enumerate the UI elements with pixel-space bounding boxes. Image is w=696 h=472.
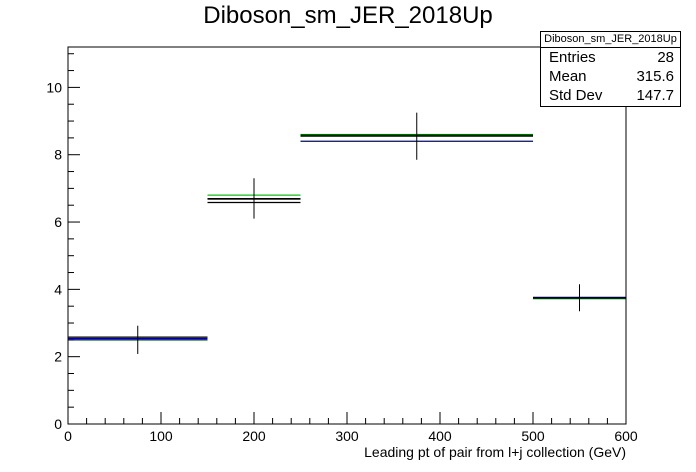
chart-title: Diboson_sm_JER_2018Up <box>203 2 493 29</box>
stats-row-mean: Mean 315.6 <box>541 67 680 86</box>
x-tick-label: 500 <box>521 428 545 444</box>
x-tick-label: 0 <box>64 428 72 444</box>
y-tick-label: 4 <box>54 281 62 297</box>
stats-row-entries: Entries 28 <box>541 48 680 67</box>
y-tick-label: 6 <box>54 214 62 230</box>
y-tick-label: 10 <box>46 79 62 95</box>
x-tick-label: 100 <box>149 428 173 444</box>
stats-value: 147.7 <box>636 87 674 104</box>
x-tick-label: 200 <box>242 428 266 444</box>
x-tick-label: 600 <box>614 428 638 444</box>
stats-label: Entries <box>549 49 596 66</box>
y-tick-label: 8 <box>54 147 62 163</box>
stats-label: Mean <box>549 68 587 85</box>
stats-row-stddev: Std Dev 147.7 <box>541 86 680 105</box>
x-axis-label: Leading pt of pair from l+j collection (… <box>364 444 626 460</box>
x-tick-label: 400 <box>428 428 452 444</box>
stats-value: 315.6 <box>636 68 674 85</box>
stats-label: Std Dev <box>549 87 603 104</box>
x-tick-label: 300 <box>335 428 359 444</box>
y-tick-label: 2 <box>54 349 62 365</box>
stats-box: Diboson_sm_JER_2018Up Entries 28 Mean 31… <box>540 31 681 107</box>
y-tick-label: 0 <box>54 416 62 432</box>
stats-value: 28 <box>657 49 674 66</box>
stats-title: Diboson_sm_JER_2018Up <box>541 32 680 48</box>
